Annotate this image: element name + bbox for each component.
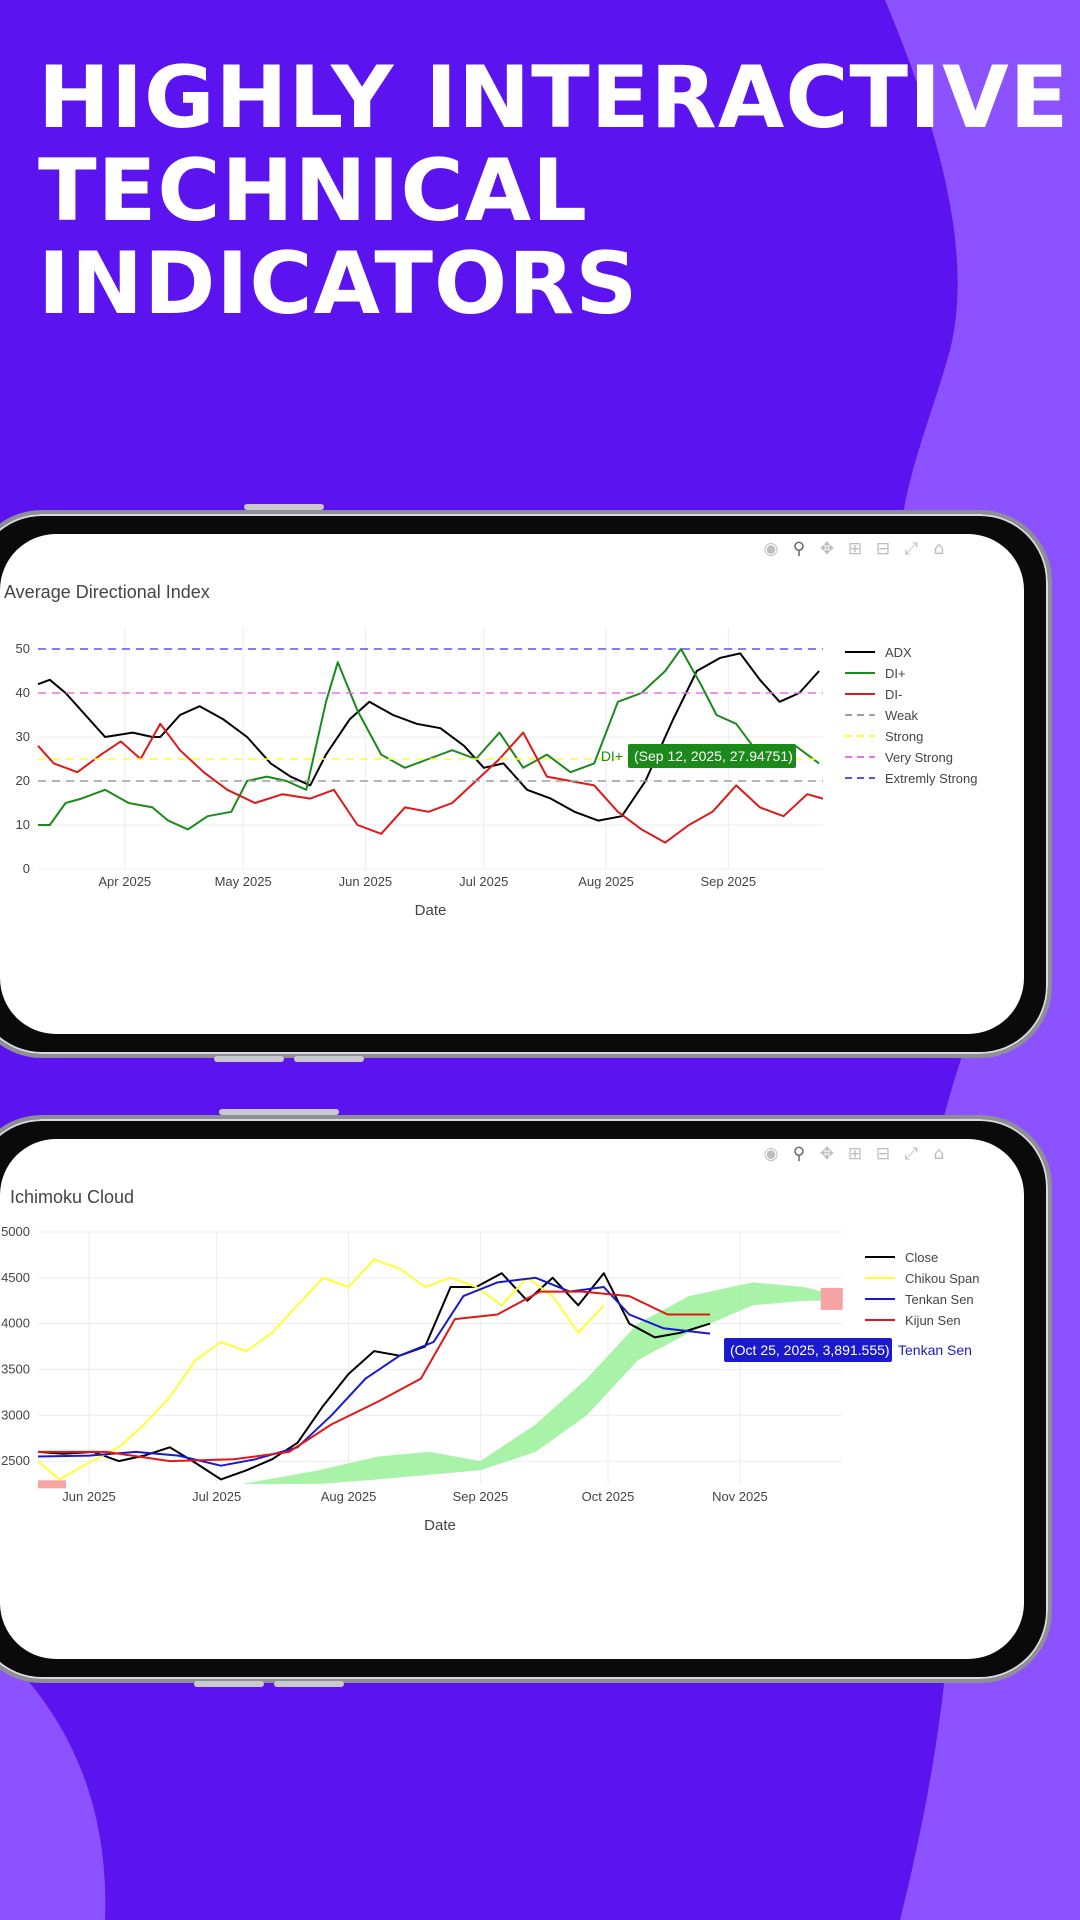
x-axis-label: Date	[424, 1517, 456, 1534]
legend-label: Extremly Strong	[885, 771, 977, 786]
hover-tooltip-series: Tenkan Sen	[898, 1342, 972, 1358]
legend-label: Very Strong	[885, 750, 953, 765]
legend-label: Chikou Span	[905, 1271, 979, 1286]
hover-tooltip-box	[724, 1338, 892, 1362]
legend-label: Kijun Sen	[905, 1313, 961, 1328]
x-tick-label: Jul 2025	[459, 874, 508, 889]
phone-frame-ichimoku: ◉ ⚲ ✥ ⊞ ⊟ ⤢ ⌂ Ichimoku Cloud 2500 3000 3500 4000 4…	[0, 1109, 1052, 1687]
phone-side-button	[244, 504, 324, 510]
legend-label: Close	[905, 1250, 938, 1265]
reset-axes-icon[interactable]: ⌂	[933, 539, 945, 559]
pan-icon[interactable]: ✥	[819, 539, 835, 559]
legend-label: DI+	[885, 666, 906, 681]
x-tick-label: Apr 2025	[98, 874, 151, 889]
zoom-in-icon[interactable]: ⊞	[847, 1144, 863, 1164]
x-tick-label: Sep 2025	[700, 874, 756, 889]
legend-label: Weak	[885, 708, 918, 723]
adx-chart[interactable]: 0 10 20 30 40 50 Apr 2025 May 2025 Jun 2025 Jul 2…	[0, 534, 1024, 1034]
x-tick-label: Nov 2025	[712, 1489, 768, 1504]
legend-label: Strong	[885, 729, 923, 744]
zoom-icon[interactable]: ⚲	[792, 539, 806, 559]
hover-tooltip-series: DI+	[601, 748, 623, 764]
ichimoku-cloud-area	[242, 1282, 842, 1484]
left-wave-shape	[0, 1650, 106, 1920]
x-tick-label: Aug 2025	[578, 874, 634, 889]
y-tick-label: 0	[23, 861, 30, 876]
headline-line-3: INDICATORS	[38, 234, 639, 334]
y-tick-label: 4500	[1, 1270, 30, 1285]
phone-frame-adx: ◉ ⚲ ✥ ⊞ ⊟ ⤢ ⌂ Average Directional Index 0 10 20 3…	[0, 504, 1052, 1062]
phone-side-button	[274, 1681, 344, 1687]
x-tick-label: Jun 2025	[339, 874, 393, 889]
x-axis-label: Date	[415, 902, 447, 919]
series-line-tenkan-sen	[37, 1276, 711, 1467]
y-tick-label: 3000	[1, 1407, 30, 1422]
legend-label: ADX	[885, 645, 912, 660]
y-tick-label: 50	[16, 641, 30, 656]
camera-icon[interactable]: ◉	[763, 539, 779, 559]
series-line-di-	[37, 722, 824, 844]
x-tick-label: Oct 2025	[582, 1489, 635, 1504]
series-line-di+	[38, 648, 820, 831]
x-tick-label: Aug 2025	[321, 1489, 377, 1504]
zoom-in-icon[interactable]: ⊞	[847, 539, 863, 559]
y-tick-label: 3500	[1, 1361, 30, 1376]
page-headline: HIGHLY INTERACTIVE TECHNICAL INDICATORS	[38, 52, 1069, 331]
reset-axes-icon[interactable]: ⌂	[933, 1144, 945, 1164]
zoom-out-icon[interactable]: ⊟	[875, 539, 891, 559]
y-tick-label: 30	[16, 729, 30, 744]
legend-label: DI-	[885, 687, 902, 702]
autoscale-icon[interactable]: ⤢	[904, 1144, 918, 1164]
zoom-out-icon[interactable]: ⊟	[875, 1144, 891, 1164]
y-tick-label: 10	[16, 817, 30, 832]
y-tick-label: 20	[16, 773, 30, 788]
pan-icon[interactable]: ✥	[819, 1144, 835, 1164]
y-tick-label: 2500	[1, 1453, 30, 1468]
headline-line-1: HIGHLY INTERACTIVE	[38, 48, 1070, 148]
zoom-icon[interactable]: ⚲	[792, 1144, 806, 1164]
headline-line-2: TECHNICAL	[38, 141, 588, 241]
y-tick-label: 5000	[1, 1224, 30, 1239]
phone-side-button	[219, 1109, 339, 1115]
chart-modebar: ◉ ⚲ ✥ ⊞ ⊟ ⤢ ⌂	[760, 538, 956, 564]
hover-tooltip-box	[628, 744, 796, 768]
series-line-chikou-span	[37, 1258, 605, 1481]
phone-screen-ichimoku: ◉ ⚲ ✥ ⊞ ⊟ ⤢ ⌂ Ichimoku Cloud 2500 3000 3500 4000 4…	[0, 1139, 1024, 1659]
x-tick-label: Jun 2025	[62, 1489, 116, 1504]
ichimoku-chart[interactable]: 2500 3000 3500 4000 4500 5000 Jun 2025 Jul 2025…	[0, 1139, 1024, 1659]
bearish-cloud-segment	[38, 1480, 66, 1489]
chart-title: Average Directional Index	[4, 582, 210, 602]
camera-icon[interactable]: ◉	[763, 1144, 779, 1164]
phone-screen-adx: ◉ ⚲ ✥ ⊞ ⊟ ⤢ ⌂ Average Directional Index 0 10 20 3…	[0, 534, 1024, 1034]
y-tick-label: 40	[16, 685, 30, 700]
series-line-kijun-sen	[38, 1290, 711, 1463]
x-tick-label: Jul 2025	[192, 1489, 241, 1504]
chart-modebar: ◉ ⚲ ✥ ⊞ ⊟ ⤢ ⌂	[760, 1143, 956, 1169]
bearish-cloud-segment	[820, 1287, 843, 1310]
legend-label: Tenkan Sen	[905, 1292, 974, 1307]
chart-title: Ichimoku Cloud	[10, 1187, 135, 1207]
y-tick-label: 4000	[1, 1316, 30, 1331]
hover-tooltip-text: (Oct 25, 2025, 3,891.555)	[730, 1342, 890, 1358]
phone-side-button	[194, 1681, 264, 1687]
phone-side-button	[214, 1056, 284, 1062]
autoscale-icon[interactable]: ⤢	[904, 539, 918, 559]
x-tick-label: Sep 2025	[453, 1489, 509, 1504]
phone-side-button	[294, 1056, 364, 1062]
x-tick-label: May 2025	[215, 874, 272, 889]
hover-tooltip-text: (Sep 12, 2025, 27.94751)	[634, 748, 793, 764]
